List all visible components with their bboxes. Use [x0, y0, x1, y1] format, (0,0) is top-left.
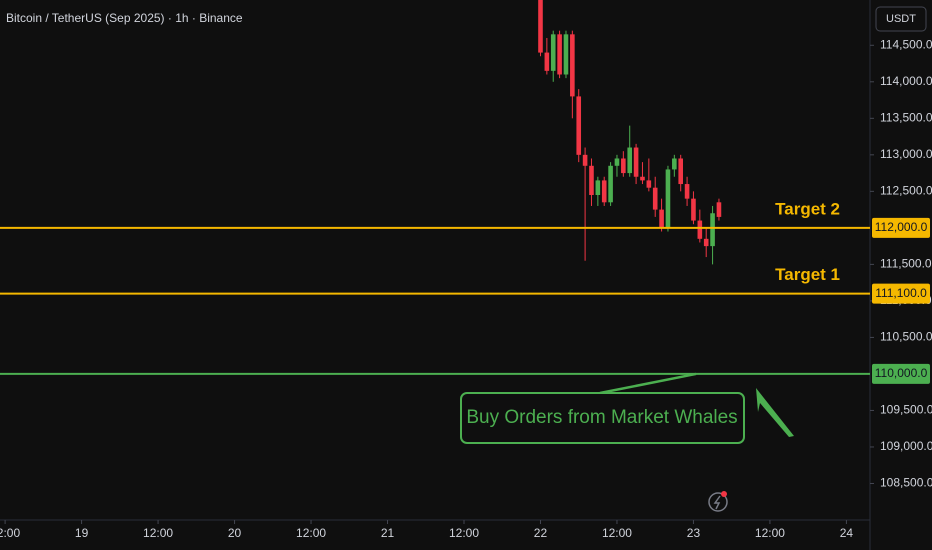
x-tick-label: 12:00 — [755, 526, 785, 540]
lightning-icon[interactable] — [708, 491, 728, 512]
level-price-label: 110,000.0 — [875, 366, 928, 380]
candle-body — [576, 96, 582, 155]
candle-body — [595, 180, 601, 195]
y-tick-label: 111,500.0 — [880, 257, 932, 271]
candle-body — [557, 34, 562, 75]
candle-body — [621, 158, 626, 174]
chart-title: Bitcoin / TetherUS (Sep 2025) · 1h · Bin… — [6, 11, 243, 25]
level-price-label: 111,100.0 — [875, 286, 927, 300]
y-tick-label: 112,500.0 — [880, 184, 932, 198]
candle-body — [601, 180, 607, 203]
candle-body — [697, 220, 703, 239]
candle-body — [563, 34, 569, 75]
level-price-tag — [872, 217, 930, 238]
candle-body — [652, 187, 658, 210]
currency-button[interactable] — [875, 6, 927, 32]
candle-body — [538, 0, 543, 53]
y-tick-label: 109,000.0 — [880, 439, 932, 453]
candle-body — [710, 213, 715, 247]
x-tick-label: 12:00 — [602, 526, 632, 540]
candle-body — [672, 158, 677, 170]
candle-body — [544, 52, 550, 71]
level-name: Target 1 — [775, 265, 840, 284]
x-tick-label: 20 — [228, 526, 242, 540]
candle-body — [589, 165, 594, 195]
candle-body — [691, 198, 696, 221]
x-tick-label: 23 — [687, 526, 701, 540]
x-tick-label: 12:00 — [449, 526, 479, 540]
level-price-tag — [872, 363, 930, 384]
annotation-text: Buy Orders from Market Whales — [466, 407, 737, 428]
candle-body — [608, 165, 613, 203]
candle-body — [640, 176, 645, 181]
level-price-tag — [872, 283, 930, 304]
y-tick-label: 108,500.0 — [880, 476, 932, 490]
annotation-arrow — [756, 388, 794, 437]
x-tick-label: 12:00 — [0, 526, 20, 540]
x-tick-label: 21 — [381, 526, 395, 540]
candle-body — [716, 202, 722, 217]
candle-body — [646, 180, 652, 188]
x-tick-label: 12:00 — [296, 526, 326, 540]
y-tick-label: 110,500.0 — [880, 330, 932, 344]
y-tick-label: 114,500.0 — [880, 37, 932, 51]
annotation-box — [460, 392, 745, 444]
candle-body — [684, 184, 690, 199]
candle-body — [627, 147, 633, 174]
candle-body — [550, 34, 556, 71]
candle-body — [633, 147, 639, 177]
level-price-label: 112,000.0 — [875, 220, 928, 234]
candle-body — [659, 209, 664, 228]
currency: USDT — [886, 13, 916, 25]
y-tick-label: 113,500.0 — [880, 110, 932, 124]
candle-body — [703, 238, 709, 247]
candle-body — [678, 158, 684, 185]
x-tick-label: 19 — [75, 526, 89, 540]
candle-body — [582, 154, 588, 166]
x-tick-label: 12:00 — [143, 526, 173, 540]
y-tick-label: 113,000.0 — [880, 147, 932, 161]
y-tick-label: 114,000.0 — [880, 74, 932, 88]
x-tick-label: 22 — [534, 526, 548, 540]
candle-body — [614, 158, 620, 166]
y-tick-label: 109,500.0 — [880, 403, 932, 417]
candle-body — [665, 169, 671, 228]
level-name: Target 2 — [775, 199, 840, 218]
annotation-pointer — [599, 372, 697, 395]
candle-body — [570, 34, 575, 97]
x-tick-label: 24 — [840, 526, 854, 540]
